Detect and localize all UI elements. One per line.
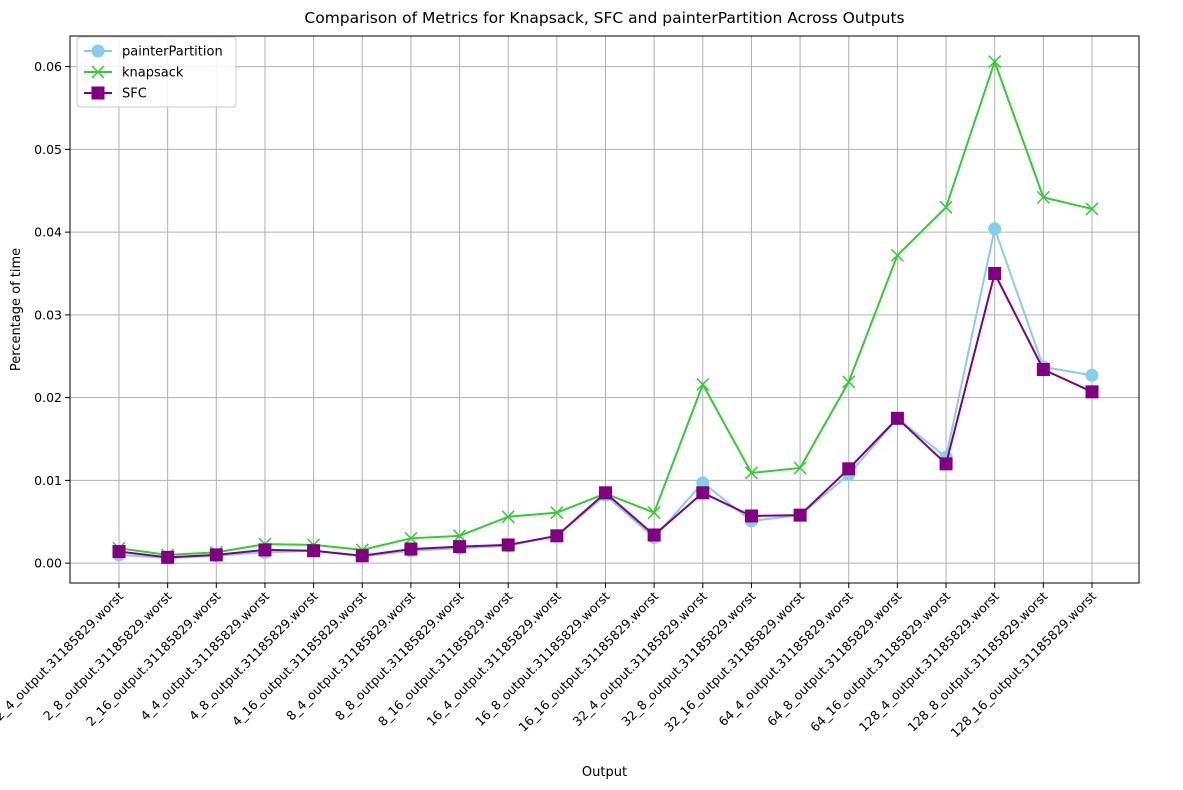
legend-box [76,36,237,108]
marker-stroke [1036,190,1050,204]
marker-stroke [696,377,710,391]
y-tick-label: 0.01 [34,473,62,488]
legend-item-SFC: SFC [84,86,147,102]
legend-item-knapsack: knapsack [84,65,184,81]
data-point-knapsack [939,200,953,214]
legend-item-painterPartition: painterPartition [84,44,223,60]
data-point-SFC [890,411,904,425]
y-tick-label: 0.05 [34,142,62,157]
series-SFC [112,267,1099,564]
marker-stroke [550,506,564,520]
y-axis-label: Percentage of time [9,248,24,371]
marker-stroke [890,248,904,262]
y-axis: 0.00 0.01 0.02 0.03 0.04 0.05 0.06 [34,59,70,571]
data-point-SFC [112,545,126,559]
marker-stroke [91,65,105,79]
data-point-SFC [453,540,467,554]
data-point-SFC [307,544,321,558]
data-point-painterPartition [1085,368,1099,382]
data-point-SFC [939,457,953,471]
y-tick-label: 0.00 [34,556,62,571]
data-point-SFC [161,550,175,564]
marker-stroke [453,529,467,543]
marker-stroke [988,55,1002,69]
data-point-knapsack [696,377,710,391]
y-tick-label: 0.02 [34,390,62,405]
legend-label: painterPartition [122,45,223,60]
data-point-knapsack [453,529,467,543]
legend-marker [91,44,105,58]
data-point-knapsack [501,510,515,524]
legend: painterPartition knapsack SFC [76,36,237,108]
data-point-SFC [258,543,272,557]
data-point-SFC [550,529,564,543]
grid [70,36,1139,583]
data-point-SFC [647,528,661,542]
y-tick-label: 0.04 [34,225,62,240]
data-point-SFC [355,549,369,563]
data-point-SFC [793,508,807,522]
marker-stroke [404,531,418,545]
data-point-knapsack [550,506,564,520]
marker-stroke [842,375,856,389]
data-point-SFC [842,462,856,476]
marker-stroke [501,510,515,524]
data-point-knapsack [1085,202,1099,216]
data-point-SFC [501,538,515,552]
x-axis-label: Output [582,765,627,780]
data-point-knapsack [744,466,758,480]
data-point-knapsack [842,375,856,389]
data-point-knapsack [890,248,904,262]
data-point-SFC [988,267,1002,281]
marker-stroke [744,466,758,480]
legend-label: knapsack [122,66,184,81]
marker-stroke [647,506,661,520]
data-point-knapsack [1036,190,1050,204]
series-group [112,55,1099,565]
legend-marker [91,65,105,79]
data-point-painterPartition [988,222,1002,236]
data-point-SFC [209,548,223,562]
data-point-SFC [696,486,710,500]
data-point-SFC [744,509,758,523]
marker-stroke [1085,202,1099,216]
data-point-SFC [1036,362,1050,376]
data-point-knapsack [647,506,661,520]
x-axis: 2_4_output.31185829.worst2_8_output.3118… [0,583,1099,740]
data-point-knapsack [793,461,807,475]
y-tick-label: 0.06 [34,59,62,74]
data-point-knapsack [988,55,1002,69]
chart-title: Comparison of Metrics for Knapsack, SFC … [304,9,904,27]
marker-stroke [939,200,953,214]
plot-frame [69,35,1140,584]
marker-stroke [793,461,807,475]
legend-label: SFC [122,87,147,102]
data-point-SFC [599,486,612,500]
legend-marker [91,86,105,100]
data-point-SFC [404,542,418,556]
data-point-knapsack [404,531,418,545]
data-point-SFC [1085,385,1099,399]
y-tick-label: 0.03 [34,307,62,322]
